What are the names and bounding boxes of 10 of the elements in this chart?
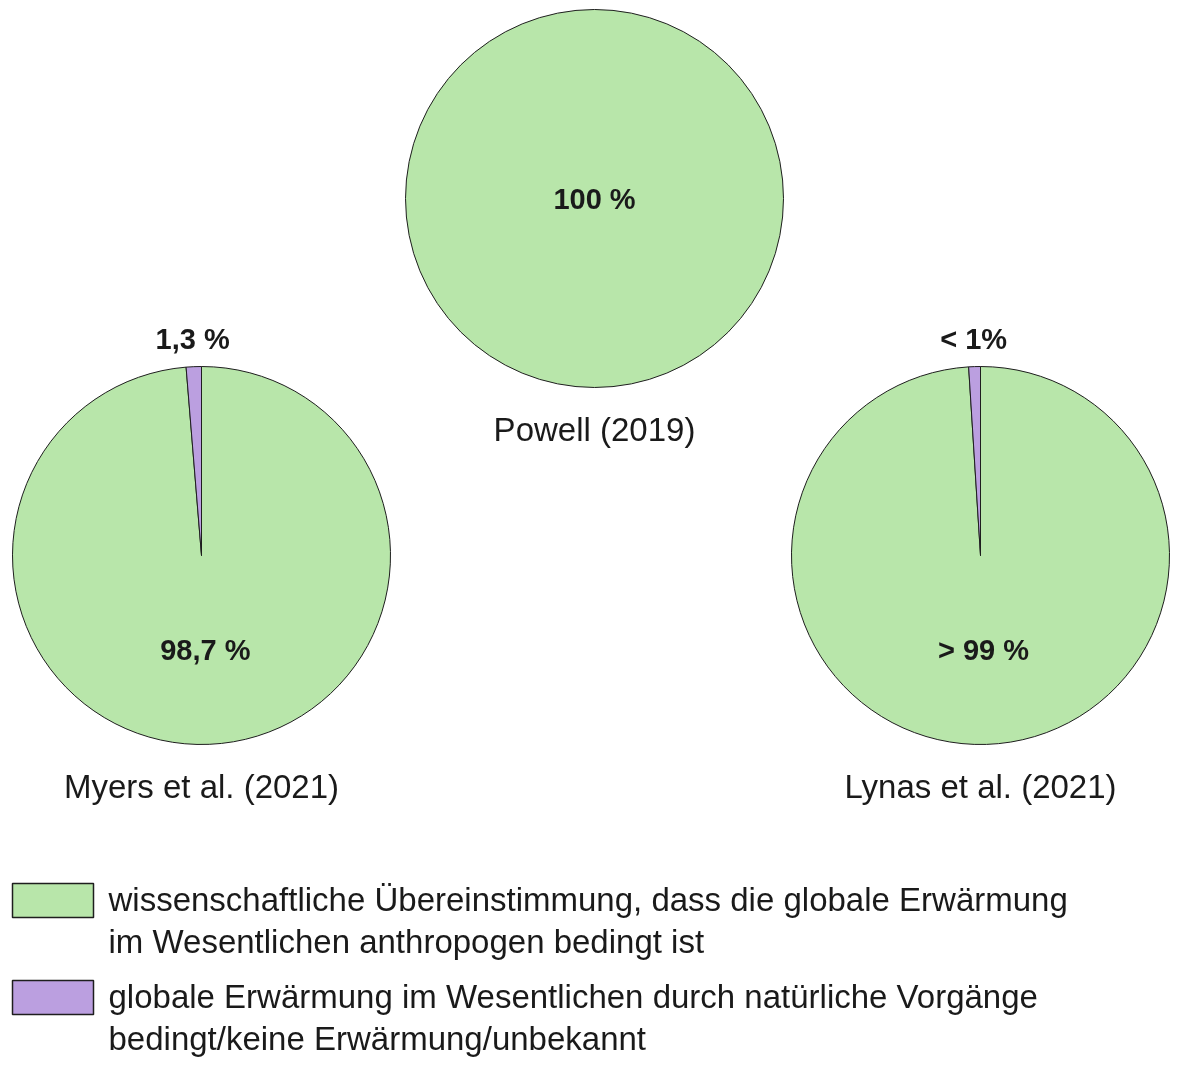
text: Myers et al. (2021) (63, 768, 340, 805)
data-label: 1,3 % (155, 322, 230, 355)
data-label: < 1% (940, 322, 1008, 355)
text: Powell (2019) (493, 411, 696, 448)
text: Lynas et al. (2021) (844, 768, 1117, 805)
legend-label: globale Erwärmung im Wesentlichen durch natürliche Vorgänge bedingt/keine Erwärmung/unbekannt (108, 977, 1038, 1058)
data-label: > 99 % (937, 633, 1030, 666)
data-label: 98,7 % (160, 633, 251, 666)
data-label: 100 % (553, 182, 636, 215)
legend-label: wissenschaftliche Übereinstimmung, dass die globale Erwärmung im Wesentlichen anthropogen bedingt ist (107, 880, 1068, 961)
